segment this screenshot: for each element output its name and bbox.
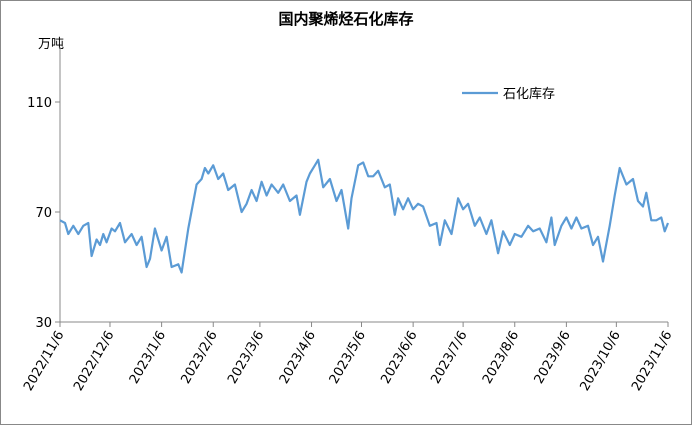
- data-line: [59, 158, 670, 274]
- legend-label: 石化库存: [503, 86, 555, 102]
- y-axis-label: 万吨: [38, 37, 64, 52]
- y-tick-label: 30: [35, 316, 52, 331]
- chart-title: 国内聚烯烃石化库存: [278, 10, 413, 28]
- y-tick-label: 70: [35, 206, 52, 221]
- y-tick-label: 110: [27, 96, 52, 111]
